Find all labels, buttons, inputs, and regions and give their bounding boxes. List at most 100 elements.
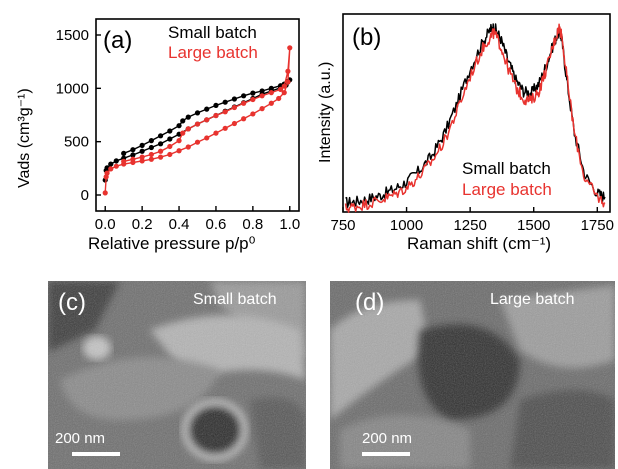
data-point-a-1 bbox=[167, 143, 173, 150]
data-point-a-0 bbox=[241, 93, 247, 99]
panel-c-micrograph: (c) Small batch 200 nm bbox=[48, 281, 306, 469]
data-point-a-0 bbox=[204, 106, 210, 112]
data-point-a-0 bbox=[130, 152, 136, 158]
x-tick-label-a: 0.4 bbox=[169, 216, 190, 233]
data-point-a-1 bbox=[285, 79, 291, 85]
panel-c-scale-text: 200 nm bbox=[55, 430, 105, 447]
data-point-a-1 bbox=[268, 90, 274, 96]
y-tick-label-a: 1500 bbox=[56, 27, 89, 44]
x-tick-label-b: 1750 bbox=[581, 217, 614, 234]
data-point-a-1 bbox=[194, 139, 201, 145]
panel-a-label: (a) bbox=[103, 27, 132, 54]
data-point-a-1 bbox=[213, 112, 219, 119]
panel-c-scale-bar bbox=[72, 452, 120, 456]
data-point-a-0 bbox=[268, 85, 274, 91]
data-point-a-0 bbox=[113, 158, 119, 164]
panel-b-frame bbox=[342, 13, 611, 213]
panel-b: 750 1000 1250 1500 1750 (b) Small batch Larg… bbox=[317, 13, 614, 253]
panel-b-label: (b) bbox=[352, 24, 381, 51]
data-point-a-0 bbox=[139, 142, 145, 148]
series-line-a-1 bbox=[104, 47, 291, 193]
panel-b-series bbox=[344, 23, 606, 213]
data-point-a-1 bbox=[185, 126, 191, 132]
panel-d-label: (d) bbox=[355, 289, 384, 316]
data-point-a-1 bbox=[231, 120, 238, 127]
data-point-a-1 bbox=[241, 116, 247, 122]
data-point-a-1 bbox=[285, 68, 291, 74]
x-axis-label-a: Relative pressure p/p⁰ bbox=[88, 234, 256, 253]
data-point-a-0 bbox=[180, 118, 186, 124]
data-point-a-1 bbox=[180, 130, 186, 136]
data-point-a-0 bbox=[167, 128, 173, 134]
x-tick-label-a: 0.6 bbox=[206, 216, 227, 233]
data-point-a-0 bbox=[108, 161, 114, 167]
data-point-a-1 bbox=[259, 106, 265, 112]
data-point-a-1 bbox=[139, 154, 145, 160]
data-point-a-1 bbox=[148, 156, 154, 162]
data-point-a-1 bbox=[176, 138, 182, 144]
y-tick-label-a: 0 bbox=[81, 187, 89, 204]
panel-c-title: Small batch bbox=[193, 291, 277, 308]
data-point-a-1 bbox=[204, 117, 210, 123]
series-line-b-1 bbox=[344, 23, 606, 213]
data-point-a-0 bbox=[139, 148, 145, 154]
y-axis-label-a: Vads (cm³g⁻¹) bbox=[16, 88, 33, 188]
data-point-a-1 bbox=[259, 93, 265, 99]
data-point-a-1 bbox=[204, 135, 210, 141]
data-point-a-0 bbox=[222, 99, 228, 105]
data-point-a-1 bbox=[102, 190, 108, 196]
data-point-a-0 bbox=[194, 110, 201, 116]
data-point-a-0 bbox=[157, 133, 164, 139]
panel-a-series bbox=[102, 45, 293, 196]
data-point-a-1 bbox=[277, 86, 284, 92]
data-point-a-1 bbox=[222, 109, 228, 115]
panel-a-axes: 0.0 0.2 0.4 0.6 0.8 1.0 0 500 1000 1500 bbox=[56, 27, 301, 233]
data-point-a-0 bbox=[167, 136, 173, 142]
data-point-a-0 bbox=[157, 141, 164, 147]
data-point-a-1 bbox=[287, 45, 293, 51]
x-tick-label-a: 1.0 bbox=[279, 216, 300, 233]
panel-d-micrograph: (d) Large batch 200 nm bbox=[330, 281, 615, 469]
legend-small-batch-b: Small batch bbox=[462, 159, 551, 178]
data-point-a-1 bbox=[250, 111, 256, 117]
y-tick-label-a: 500 bbox=[64, 134, 89, 151]
data-point-a-1 bbox=[250, 96, 256, 103]
x-tick-label-b: 1500 bbox=[517, 217, 550, 234]
data-point-a-1 bbox=[281, 90, 287, 96]
data-point-a-1 bbox=[148, 151, 154, 158]
data-point-a-1 bbox=[268, 100, 274, 106]
panel-d-title: Large batch bbox=[490, 291, 575, 308]
data-point-a-1 bbox=[241, 100, 247, 106]
x-tick-label-a: 0.0 bbox=[95, 216, 116, 233]
x-tick-label-b: 1250 bbox=[453, 217, 486, 234]
data-point-a-0 bbox=[250, 90, 256, 96]
x-tick-label-a: 0.2 bbox=[132, 216, 153, 233]
data-point-a-0 bbox=[259, 88, 265, 94]
data-point-a-1 bbox=[276, 95, 282, 102]
data-point-a-1 bbox=[108, 166, 114, 172]
legend-large-batch-a: Large batch bbox=[168, 43, 258, 62]
panel-a: 0.0 0.2 0.4 0.6 0.8 1.0 0 500 1000 1500 (a) Small… bbox=[16, 18, 301, 253]
panel-a-frame bbox=[95, 18, 300, 212]
data-point-a-1 bbox=[281, 83, 287, 89]
data-point-a-1 bbox=[104, 170, 110, 176]
data-point-a-1 bbox=[185, 144, 191, 150]
x-tick-label-b: 750 bbox=[330, 217, 355, 234]
y-tick-label-a: 1000 bbox=[56, 80, 89, 97]
data-point-a-1 bbox=[213, 130, 219, 136]
data-point-a-0 bbox=[148, 144, 154, 151]
x-tick-label-b: 1000 bbox=[390, 217, 423, 234]
data-point-a-1 bbox=[176, 148, 182, 154]
legend-large-batch-b: Large batch bbox=[462, 180, 552, 199]
data-point-a-0 bbox=[213, 102, 219, 108]
data-point-a-1 bbox=[121, 158, 127, 164]
legend-small-batch-a: Small batch bbox=[168, 23, 257, 42]
y-axis-label-b: Intensity (a.u.) bbox=[317, 62, 334, 163]
panel-d-scale-bar bbox=[362, 452, 410, 456]
panel-b-axes: 750 1000 1250 1500 1750 bbox=[330, 207, 614, 234]
data-point-a-0 bbox=[231, 96, 238, 102]
data-point-a-1 bbox=[167, 151, 173, 158]
data-point-a-1 bbox=[113, 163, 119, 169]
data-point-a-0 bbox=[185, 114, 191, 120]
